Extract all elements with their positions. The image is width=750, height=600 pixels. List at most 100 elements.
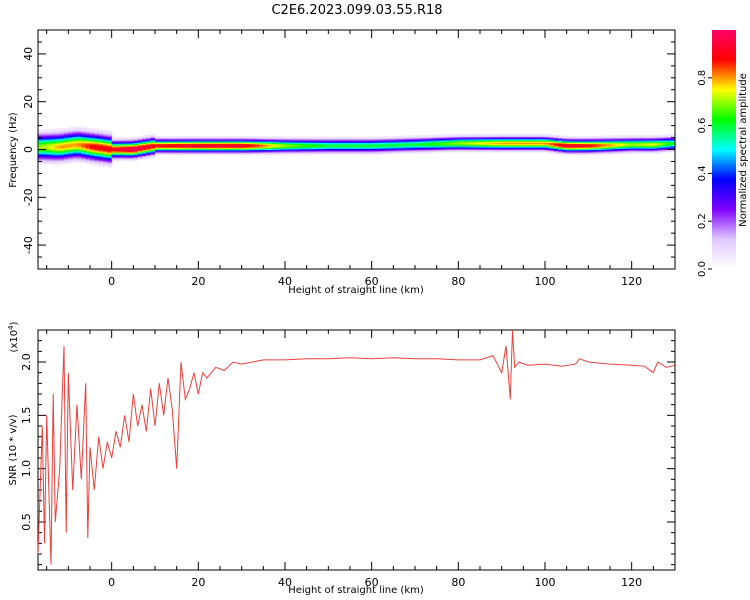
heatmap-cell [397,137,403,140]
heatmap-cell [536,139,542,142]
heatmap-cell [90,150,95,153]
heatmap-cell [579,142,585,145]
heatmap-cell [85,136,91,139]
heatmap-cell [588,147,594,149]
heatmap-cell [311,138,316,141]
heatmap-cell [614,141,620,143]
heatmap-cell [181,150,186,153]
heatmap-cell [246,139,251,142]
heatmap-cell [670,145,676,148]
heatmap-cell [670,150,676,153]
heatmap-cell [423,137,429,140]
heatmap-cell [98,160,104,163]
heatmap-cell [315,153,321,155]
heatmap-cell [380,137,386,140]
heatmap-cell [51,139,56,142]
heatmap-cell [90,161,95,164]
heatmap-cell [363,139,368,142]
heatmap-cell [142,149,147,152]
heatmap-cell [64,161,69,164]
heatmap-cell [445,135,451,137]
heatmap-cell [263,138,269,141]
heatmap-cell [428,150,433,153]
heatmap-cell [501,149,507,152]
heatmap-cell [419,139,425,142]
heatmap-cell [72,153,78,155]
heatmap-cell [566,149,572,152]
heatmap-cell [155,147,160,149]
heatmap-cell [631,144,637,147]
heatmap-cell [68,135,74,137]
y-tick-label: 1.5 [20,407,33,425]
heatmap-cell [90,148,95,151]
heatmap-cell [133,149,139,152]
heatmap-cell [233,144,238,147]
heatmap-cell [98,135,104,137]
heatmap-cell [181,143,186,146]
heatmap-cell [163,148,169,151]
heatmap-cell [81,134,87,136]
heatmap-cell [68,148,74,151]
heatmap-cell [566,143,572,146]
heatmap-cell [649,135,654,137]
heatmap-cell [116,153,121,155]
heatmap-cell [354,151,360,154]
heatmap-cell [311,145,316,148]
heatmap-cell [38,156,43,159]
heatmap-cell [527,145,533,148]
heatmap-cell [610,138,615,141]
heatmap-cell [233,151,238,154]
heatmap-cell [415,142,420,145]
heatmap-cell [98,151,104,154]
heatmap-cell [449,141,455,143]
heatmap-cell [631,150,637,153]
heatmap-cell [540,147,546,149]
heatmap-cell [527,147,533,149]
heatmap-cell [250,151,256,154]
heatmap-cell [59,137,65,140]
heatmap-cell [254,149,260,152]
heatmap-cell [662,138,667,141]
heatmap-cell [42,145,48,148]
heatmap-cell [579,143,585,146]
heatmap-cell [445,137,451,140]
heatmap-cell [350,153,355,155]
heatmap-cell [406,139,412,142]
heatmap-cell [103,150,108,153]
heatmap-cell [81,159,87,161]
heatmap-cell [64,155,69,158]
heatmap-cell [116,142,121,145]
heatmap-cell [298,142,303,145]
heatmap-cell [137,155,143,158]
heatmap-cell [103,142,108,145]
heatmap-cell [627,137,633,140]
heatmap-cell [358,149,364,152]
heatmap-cell [657,135,663,137]
heatmap-cell [506,150,511,153]
heatmap-cell [536,138,542,141]
heatmap-cell [94,138,100,141]
heatmap-cell [315,147,321,149]
heatmap-cell [549,149,555,152]
heatmap-cell [493,136,498,139]
heatmap-cell [85,159,91,161]
heatmap-cell [540,137,546,140]
heatmap-cell [207,141,212,143]
heatmap-cell [363,138,368,141]
heatmap-cell [98,129,104,131]
heatmap-cell [627,145,633,148]
heatmap-cell [536,137,542,140]
snr-multiplier-base: (x10 [9,330,20,353]
heatmap-cell [584,137,589,140]
heatmap-cell [163,147,169,149]
heatmap-cell [55,137,61,140]
heatmap-cell [428,143,433,146]
heatmap-cell [553,145,559,148]
heatmap-cell [350,145,355,148]
heatmap-cell [623,135,628,137]
heatmap-cell [319,138,325,141]
heatmap-cell [428,136,433,139]
heatmap-cell [441,143,446,146]
heatmap-cell [467,134,472,136]
heatmap-cell [59,143,65,146]
